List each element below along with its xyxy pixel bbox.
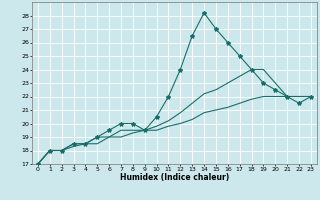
X-axis label: Humidex (Indice chaleur): Humidex (Indice chaleur) bbox=[120, 173, 229, 182]
